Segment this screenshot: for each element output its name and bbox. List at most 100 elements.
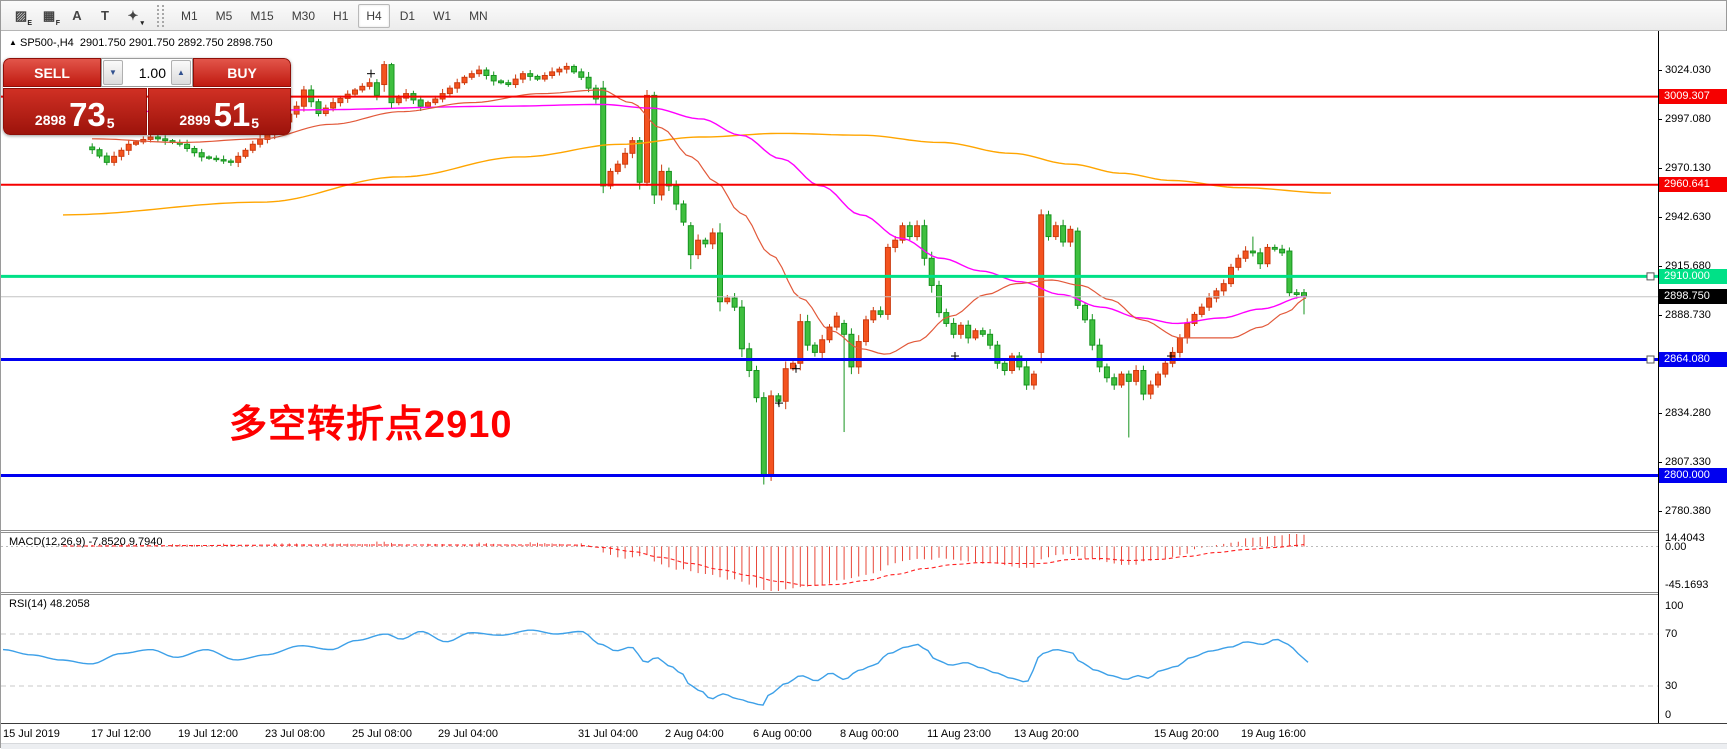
candle-body bbox=[235, 155, 242, 163]
candle-body bbox=[987, 333, 994, 346]
candle-body bbox=[600, 87, 607, 187]
price-level-badge: 2960.641 bbox=[1659, 177, 1727, 193]
pane-divider[interactable] bbox=[1, 594, 1727, 595]
timeframe-button-h4[interactable]: H4 bbox=[358, 3, 390, 28]
timeframe-button-h1[interactable]: H1 bbox=[333, 8, 349, 23]
candle-body bbox=[1133, 370, 1140, 382]
sell-price-sup: 5 bbox=[106, 115, 115, 131]
candle-body bbox=[563, 65, 570, 70]
chart-annotation-text[interactable]: 多空转折点2910 bbox=[229, 404, 513, 446]
candle-body bbox=[1140, 370, 1147, 395]
candle-body bbox=[921, 225, 928, 259]
candle-body bbox=[366, 82, 373, 87]
candle-body bbox=[512, 78, 519, 86]
candle-body bbox=[446, 87, 453, 95]
text-label-tool[interactable]: T bbox=[101, 8, 109, 23]
candle-body bbox=[1038, 214, 1045, 353]
equidistant-channel-tool[interactable]: ▨ E bbox=[14, 7, 32, 27]
timeframe-button-m5[interactable]: M5 bbox=[215, 8, 233, 23]
candle-body bbox=[1162, 362, 1169, 375]
timeframe-button-m30[interactable]: M30 bbox=[291, 8, 316, 23]
candle-body bbox=[1184, 322, 1191, 339]
price-level-badge: 2910.000 bbox=[1659, 268, 1727, 284]
line-handle bbox=[1646, 272, 1655, 281]
arrows-tool[interactable]: ✦ ▾ bbox=[127, 7, 144, 27]
price-tick-label: 2997.080 bbox=[1665, 112, 1711, 125]
time-axis-label: 25 Jul 08:00 bbox=[352, 728, 412, 740]
candle-body bbox=[687, 225, 694, 256]
price-tick-mark bbox=[1658, 413, 1662, 415]
timeframe-button-m1[interactable]: M1 bbox=[181, 8, 198, 23]
candle-body bbox=[490, 74, 497, 82]
time-axis-label: 23 Jul 08:00 bbox=[265, 728, 325, 740]
candle-body bbox=[527, 73, 534, 77]
candle-body bbox=[957, 324, 964, 335]
pane-divider[interactable] bbox=[1, 592, 1727, 593]
candle-body bbox=[1242, 250, 1249, 259]
candle-body bbox=[1103, 366, 1110, 379]
candle-body bbox=[709, 232, 716, 245]
candle-body bbox=[877, 310, 884, 315]
toolbar-grip-handle[interactable] bbox=[157, 4, 164, 27]
buy-price-display[interactable]: 2899 51 5 bbox=[147, 88, 291, 135]
pane-divider[interactable] bbox=[1, 530, 1727, 531]
candle-body bbox=[738, 306, 745, 350]
candle-body bbox=[534, 75, 541, 80]
text-tool[interactable]: A bbox=[72, 8, 82, 23]
fibonacci-tool[interactable]: ▦ F bbox=[42, 7, 60, 27]
time-axis-label: 15 Jul 2019 bbox=[3, 728, 60, 740]
chart-ohlc-values: 2901.750 2901.750 2892.750 2898.750 bbox=[79, 37, 273, 49]
candle-body bbox=[651, 94, 658, 196]
candle-body bbox=[206, 156, 212, 159]
timeframe-button-d1[interactable]: D1 bbox=[399, 8, 416, 23]
volume-decrease-button[interactable]: ▼ bbox=[103, 60, 123, 85]
sell-price-display[interactable]: 2898 73 5 bbox=[3, 88, 147, 135]
candle-body bbox=[950, 322, 957, 335]
time-axis-label: 15 Aug 20:00 bbox=[1154, 728, 1219, 740]
price-scale[interactable]: 3024.030 2997.080 2970.130 2942.630 2915.680… bbox=[1658, 31, 1727, 723]
buy-button[interactable]: BUY bbox=[193, 58, 291, 87]
candle-body bbox=[220, 159, 227, 162]
volume-input[interactable] bbox=[124, 59, 170, 86]
indicator-tick-label: 0.00 bbox=[1665, 541, 1687, 553]
candle-body bbox=[665, 170, 672, 187]
candle-body bbox=[658, 170, 665, 196]
candle-body bbox=[1249, 250, 1256, 254]
candle-body bbox=[782, 368, 789, 402]
candle-body bbox=[213, 157, 220, 161]
candle-body bbox=[1045, 214, 1052, 238]
volume-increase-button[interactable]: ▲ bbox=[171, 60, 191, 85]
candle-body bbox=[1293, 292, 1300, 295]
price-tick-mark bbox=[1658, 462, 1662, 464]
candle-body bbox=[541, 74, 548, 80]
candle-body bbox=[1082, 304, 1088, 321]
candle-body bbox=[395, 97, 402, 104]
price-tick-label: 2942.630 bbox=[1665, 211, 1711, 224]
timeframe-button-w1[interactable]: W1 bbox=[433, 8, 452, 23]
ma-slow-line bbox=[62, 132, 1331, 216]
candle-body bbox=[1264, 246, 1271, 265]
candle-body bbox=[614, 163, 621, 172]
candle-body bbox=[1213, 290, 1220, 299]
timeframe-button-mn[interactable]: MN bbox=[469, 8, 488, 23]
rsi-line bbox=[2, 629, 1309, 706]
candle-body bbox=[498, 80, 504, 84]
candle-body bbox=[352, 89, 358, 95]
candle-body bbox=[680, 203, 687, 223]
candle-body bbox=[571, 65, 577, 73]
candle-body bbox=[994, 344, 1001, 364]
candle-body bbox=[826, 326, 833, 341]
candle-body bbox=[979, 330, 986, 335]
chart-canvas[interactable] bbox=[1, 31, 1658, 749]
price-tick-label: 3024.030 bbox=[1665, 64, 1711, 76]
candle-body bbox=[330, 102, 337, 109]
timeframe-button-m15[interactable]: M15 bbox=[250, 8, 274, 23]
candle-body bbox=[227, 160, 234, 163]
candle-body bbox=[972, 330, 979, 339]
candle-body bbox=[1089, 319, 1096, 346]
pane-divider[interactable] bbox=[1, 532, 1727, 533]
chart-symbol: SP500-,H4 bbox=[19, 37, 74, 49]
candle-body bbox=[1235, 257, 1242, 268]
candle-body bbox=[724, 297, 731, 303]
sell-button[interactable]: SELL bbox=[3, 58, 101, 87]
